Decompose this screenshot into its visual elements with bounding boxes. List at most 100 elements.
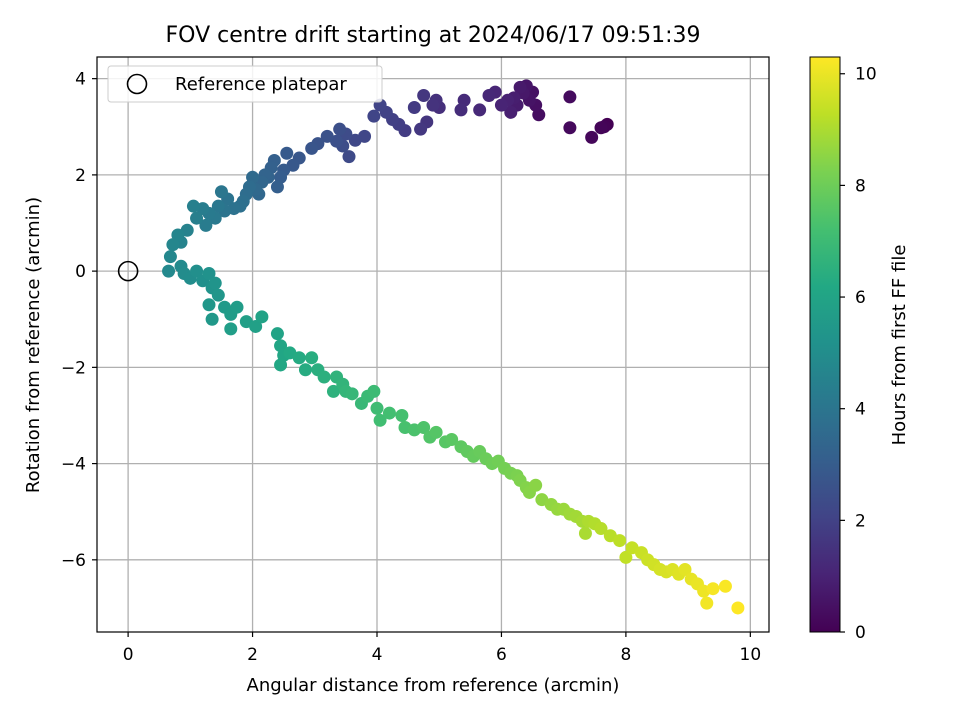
colorbar-label: Hours from first FF file bbox=[889, 245, 910, 446]
data-point bbox=[186, 199, 200, 213]
y-tick-label: 2 bbox=[75, 166, 86, 186]
data-point bbox=[190, 264, 204, 278]
data-point bbox=[417, 88, 431, 102]
y-tick-label: 4 bbox=[75, 70, 86, 90]
data-point bbox=[504, 105, 518, 119]
y-tick-label: −4 bbox=[61, 455, 86, 475]
x-tick-label: 4 bbox=[372, 645, 383, 665]
x-tick-label: 10 bbox=[740, 645, 762, 665]
data-point bbox=[345, 387, 359, 401]
data-point bbox=[230, 300, 244, 314]
data-point bbox=[407, 101, 421, 115]
data-point bbox=[298, 363, 312, 377]
data-point bbox=[414, 122, 428, 136]
data-point bbox=[563, 90, 577, 104]
data-point bbox=[578, 526, 592, 540]
y-tick-label: 0 bbox=[75, 262, 86, 282]
x-axis-label: Angular distance from reference (arcmin) bbox=[247, 675, 620, 696]
colorbar-tick-label: 4 bbox=[855, 400, 866, 420]
x-tick-label: 0 bbox=[123, 645, 134, 665]
data-point bbox=[305, 141, 319, 155]
x-tick-label: 8 bbox=[620, 645, 631, 665]
data-point bbox=[529, 478, 543, 492]
data-point bbox=[280, 146, 294, 160]
data-point bbox=[426, 98, 440, 112]
data-point bbox=[202, 267, 216, 281]
data-point bbox=[367, 109, 381, 123]
data-point bbox=[382, 406, 396, 420]
legend: Reference platepar bbox=[107, 65, 383, 103]
legend-marker-icon bbox=[126, 73, 148, 95]
data-point bbox=[342, 150, 356, 164]
data-point bbox=[199, 218, 213, 232]
data-point bbox=[678, 562, 692, 576]
reference-platepar-marker bbox=[117, 260, 139, 282]
data-point bbox=[255, 310, 269, 324]
data-point bbox=[214, 185, 228, 199]
data-point bbox=[613, 534, 627, 548]
data-point bbox=[348, 133, 362, 147]
data-point bbox=[162, 264, 176, 278]
x-tick-label: 2 bbox=[247, 645, 258, 665]
data-point bbox=[454, 103, 468, 117]
chart-title: FOV centre drift starting at 2024/06/17 … bbox=[166, 23, 701, 48]
x-tick-label: 6 bbox=[496, 645, 507, 665]
data-point bbox=[292, 351, 306, 365]
colorbar bbox=[809, 56, 841, 633]
data-point bbox=[211, 199, 225, 213]
data-point bbox=[619, 550, 633, 564]
data-point bbox=[367, 384, 381, 398]
data-point bbox=[320, 129, 334, 143]
y-tick-label: −2 bbox=[61, 358, 86, 378]
x-axis-ticks: 0 2 4 6 8 10 bbox=[123, 632, 761, 665]
y-axis-label: Rotation from reference (arcmin) bbox=[23, 197, 44, 493]
data-point bbox=[429, 425, 443, 439]
data-point bbox=[473, 103, 487, 117]
data-point bbox=[494, 98, 508, 112]
data-point bbox=[305, 351, 319, 365]
data-point bbox=[706, 582, 720, 596]
data-point bbox=[171, 228, 185, 242]
data-point bbox=[163, 250, 177, 264]
data-point bbox=[274, 358, 288, 372]
data-point bbox=[224, 322, 238, 336]
data-point bbox=[190, 211, 204, 225]
data-point bbox=[208, 276, 222, 290]
data-point bbox=[594, 121, 608, 135]
data-point bbox=[482, 88, 496, 102]
colorbar-tick-label: 0 bbox=[855, 623, 866, 643]
plot-frame bbox=[96, 56, 770, 633]
data-point bbox=[166, 238, 180, 252]
data-point bbox=[326, 384, 340, 398]
data-point bbox=[585, 130, 599, 144]
colorbar-tick-label: 8 bbox=[855, 176, 866, 196]
data-point bbox=[373, 413, 387, 427]
data-point bbox=[317, 370, 331, 384]
data-point bbox=[249, 319, 263, 333]
data-point bbox=[205, 312, 219, 326]
data-point bbox=[700, 596, 714, 610]
data-point bbox=[417, 421, 431, 435]
grid-lines bbox=[97, 57, 769, 632]
data-points bbox=[162, 79, 745, 615]
data-point bbox=[594, 522, 608, 536]
data-point bbox=[445, 433, 459, 447]
data-point bbox=[270, 327, 284, 341]
data-point bbox=[270, 180, 284, 194]
data-point bbox=[211, 288, 225, 302]
colorbar-tick-label: 2 bbox=[855, 511, 866, 531]
y-tick-label: −6 bbox=[61, 551, 86, 571]
colorbar-tick-label: 6 bbox=[855, 288, 866, 308]
data-point bbox=[333, 122, 347, 136]
data-point bbox=[202, 298, 216, 312]
colorbar-ticks: 0 2 4 6 8 10 bbox=[840, 65, 877, 643]
data-point bbox=[563, 121, 577, 135]
y-axis-ticks: −6 −4 −2 0 2 4 bbox=[61, 70, 97, 571]
data-point bbox=[513, 80, 527, 94]
legend-entry-reference-platepar: Reference platepar bbox=[175, 74, 347, 95]
data-point bbox=[731, 601, 745, 615]
colorbar-tick-label: 10 bbox=[855, 65, 877, 85]
legend-box bbox=[107, 65, 383, 103]
data-point bbox=[718, 579, 732, 593]
